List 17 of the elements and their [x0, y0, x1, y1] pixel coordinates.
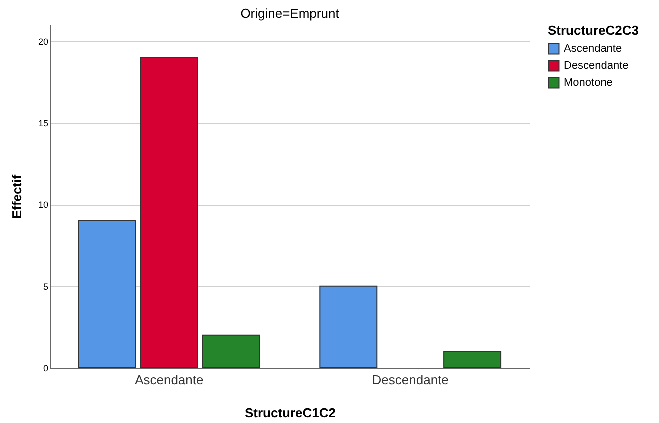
chart-title: Origine=Emprunt: [240, 6, 340, 21]
x-axis-title: StructureC1C2: [244, 406, 336, 420]
y-tick-label: 15: [38, 118, 48, 128]
bar: [78, 220, 136, 368]
y-tick-label: 5: [43, 282, 48, 292]
y-tick-label: 10: [38, 200, 48, 210]
legend-label: Monotone: [564, 77, 613, 89]
bar: [140, 57, 198, 368]
legend-label: Ascendante: [564, 43, 622, 55]
bar: [444, 351, 502, 368]
legend-label: Descendante: [564, 60, 629, 72]
y-tick-label: 0: [43, 364, 48, 374]
y-axis-title: Effectif: [9, 174, 24, 220]
bar: [320, 286, 378, 368]
legend-title: StructureC2C3: [548, 23, 640, 38]
y-tick-label: 20: [38, 36, 48, 47]
bar: [202, 334, 260, 368]
